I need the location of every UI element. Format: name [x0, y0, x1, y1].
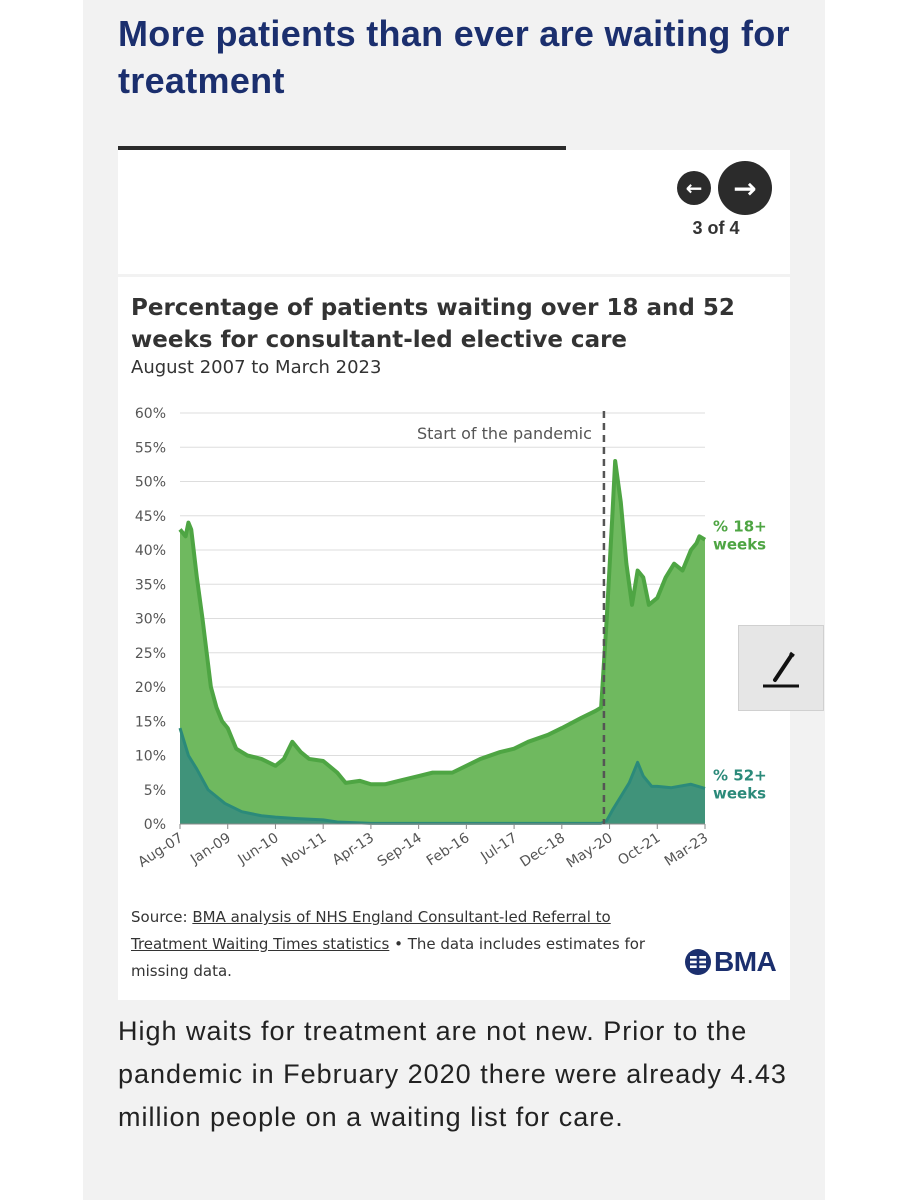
x-tick-label: Feb-16 [424, 830, 473, 869]
x-tick-label: Oct-21 [615, 830, 663, 869]
x-tick-label: Sep-14 [375, 830, 425, 870]
x-tick-label: Aug-07 [135, 830, 186, 871]
carousel-prev-button[interactable]: ← [677, 171, 711, 205]
y-tick-label: 50% [135, 475, 166, 491]
edit-button[interactable] [738, 625, 824, 711]
y-tick-label: 0% [144, 817, 166, 833]
series-area-18-weeks [180, 460, 705, 824]
source-link[interactable]: BMA analysis of NHS England Consultant-l… [131, 908, 611, 953]
series-end-label: % 18+ weeks [713, 518, 767, 554]
x-tick-label: Dec-18 [517, 830, 568, 871]
y-tick-label: 40% [135, 543, 166, 559]
y-tick-label: 30% [135, 612, 166, 628]
source-prefix: Source: [131, 908, 193, 926]
chart-subtitle: August 2007 to March 2023 [131, 357, 382, 378]
x-tick-label: Jul-17 [477, 830, 520, 866]
x-tick-label: Mar-23 [662, 830, 711, 870]
y-tick-label: 10% [135, 749, 166, 765]
y-tick-label: 60% [135, 406, 166, 422]
y-tick-label: 15% [135, 714, 166, 730]
arrow-left-icon: ← [685, 176, 703, 200]
y-tick-label: 25% [135, 646, 166, 662]
series-line-18-weeks [178, 458, 707, 787]
article-headline: More patients than ever are waiting for … [118, 13, 790, 101]
series-area-52-weeks [180, 728, 705, 824]
chart-svg: 0% 5% 10% 15% 20% 25% 30% 35% 40% 45% 50% 55% 60% Aug… [135, 406, 767, 872]
y-tick-label: 45% [135, 509, 166, 525]
x-tick-label: Jun-10 [235, 830, 282, 868]
y-tick-label: 35% [135, 577, 166, 593]
bma-logo-text: BMA [714, 946, 777, 977]
y-tick-label: 55% [135, 440, 166, 456]
x-tick-label: Apr-13 [330, 830, 377, 869]
carousel-pager: 3 of 4 [692, 218, 740, 238]
pandemic-annotation: Start of the pandemic [417, 424, 592, 443]
arrow-right-icon: → [733, 171, 757, 205]
x-tick-label: May-20 [564, 830, 616, 872]
pen-icon [763, 651, 799, 688]
source-note: • The data includes estimates for missin… [131, 935, 646, 980]
y-tick-label: 5% [144, 783, 166, 799]
bma-logo: BMA [684, 946, 777, 978]
x-tick-label: Nov-11 [279, 830, 330, 871]
carousel-header [118, 150, 790, 274]
chart-title: Percentage of patients waiting over 18 a… [131, 295, 735, 353]
series-end-label: % 52+ weeks [713, 766, 767, 802]
card-top-rule [118, 146, 566, 150]
series-line-52-weeks [178, 727, 706, 825]
bma-emblem-icon [685, 949, 711, 975]
x-tick-label: Jan-09 [187, 830, 234, 868]
article-body: High waits for treatment are not new. Pr… [118, 1016, 787, 1132]
y-tick-label: 20% [135, 680, 166, 696]
chart-source: Source: BMA analysis of NHS England Cons… [131, 904, 671, 985]
carousel-next-button[interactable]: → [718, 161, 772, 215]
